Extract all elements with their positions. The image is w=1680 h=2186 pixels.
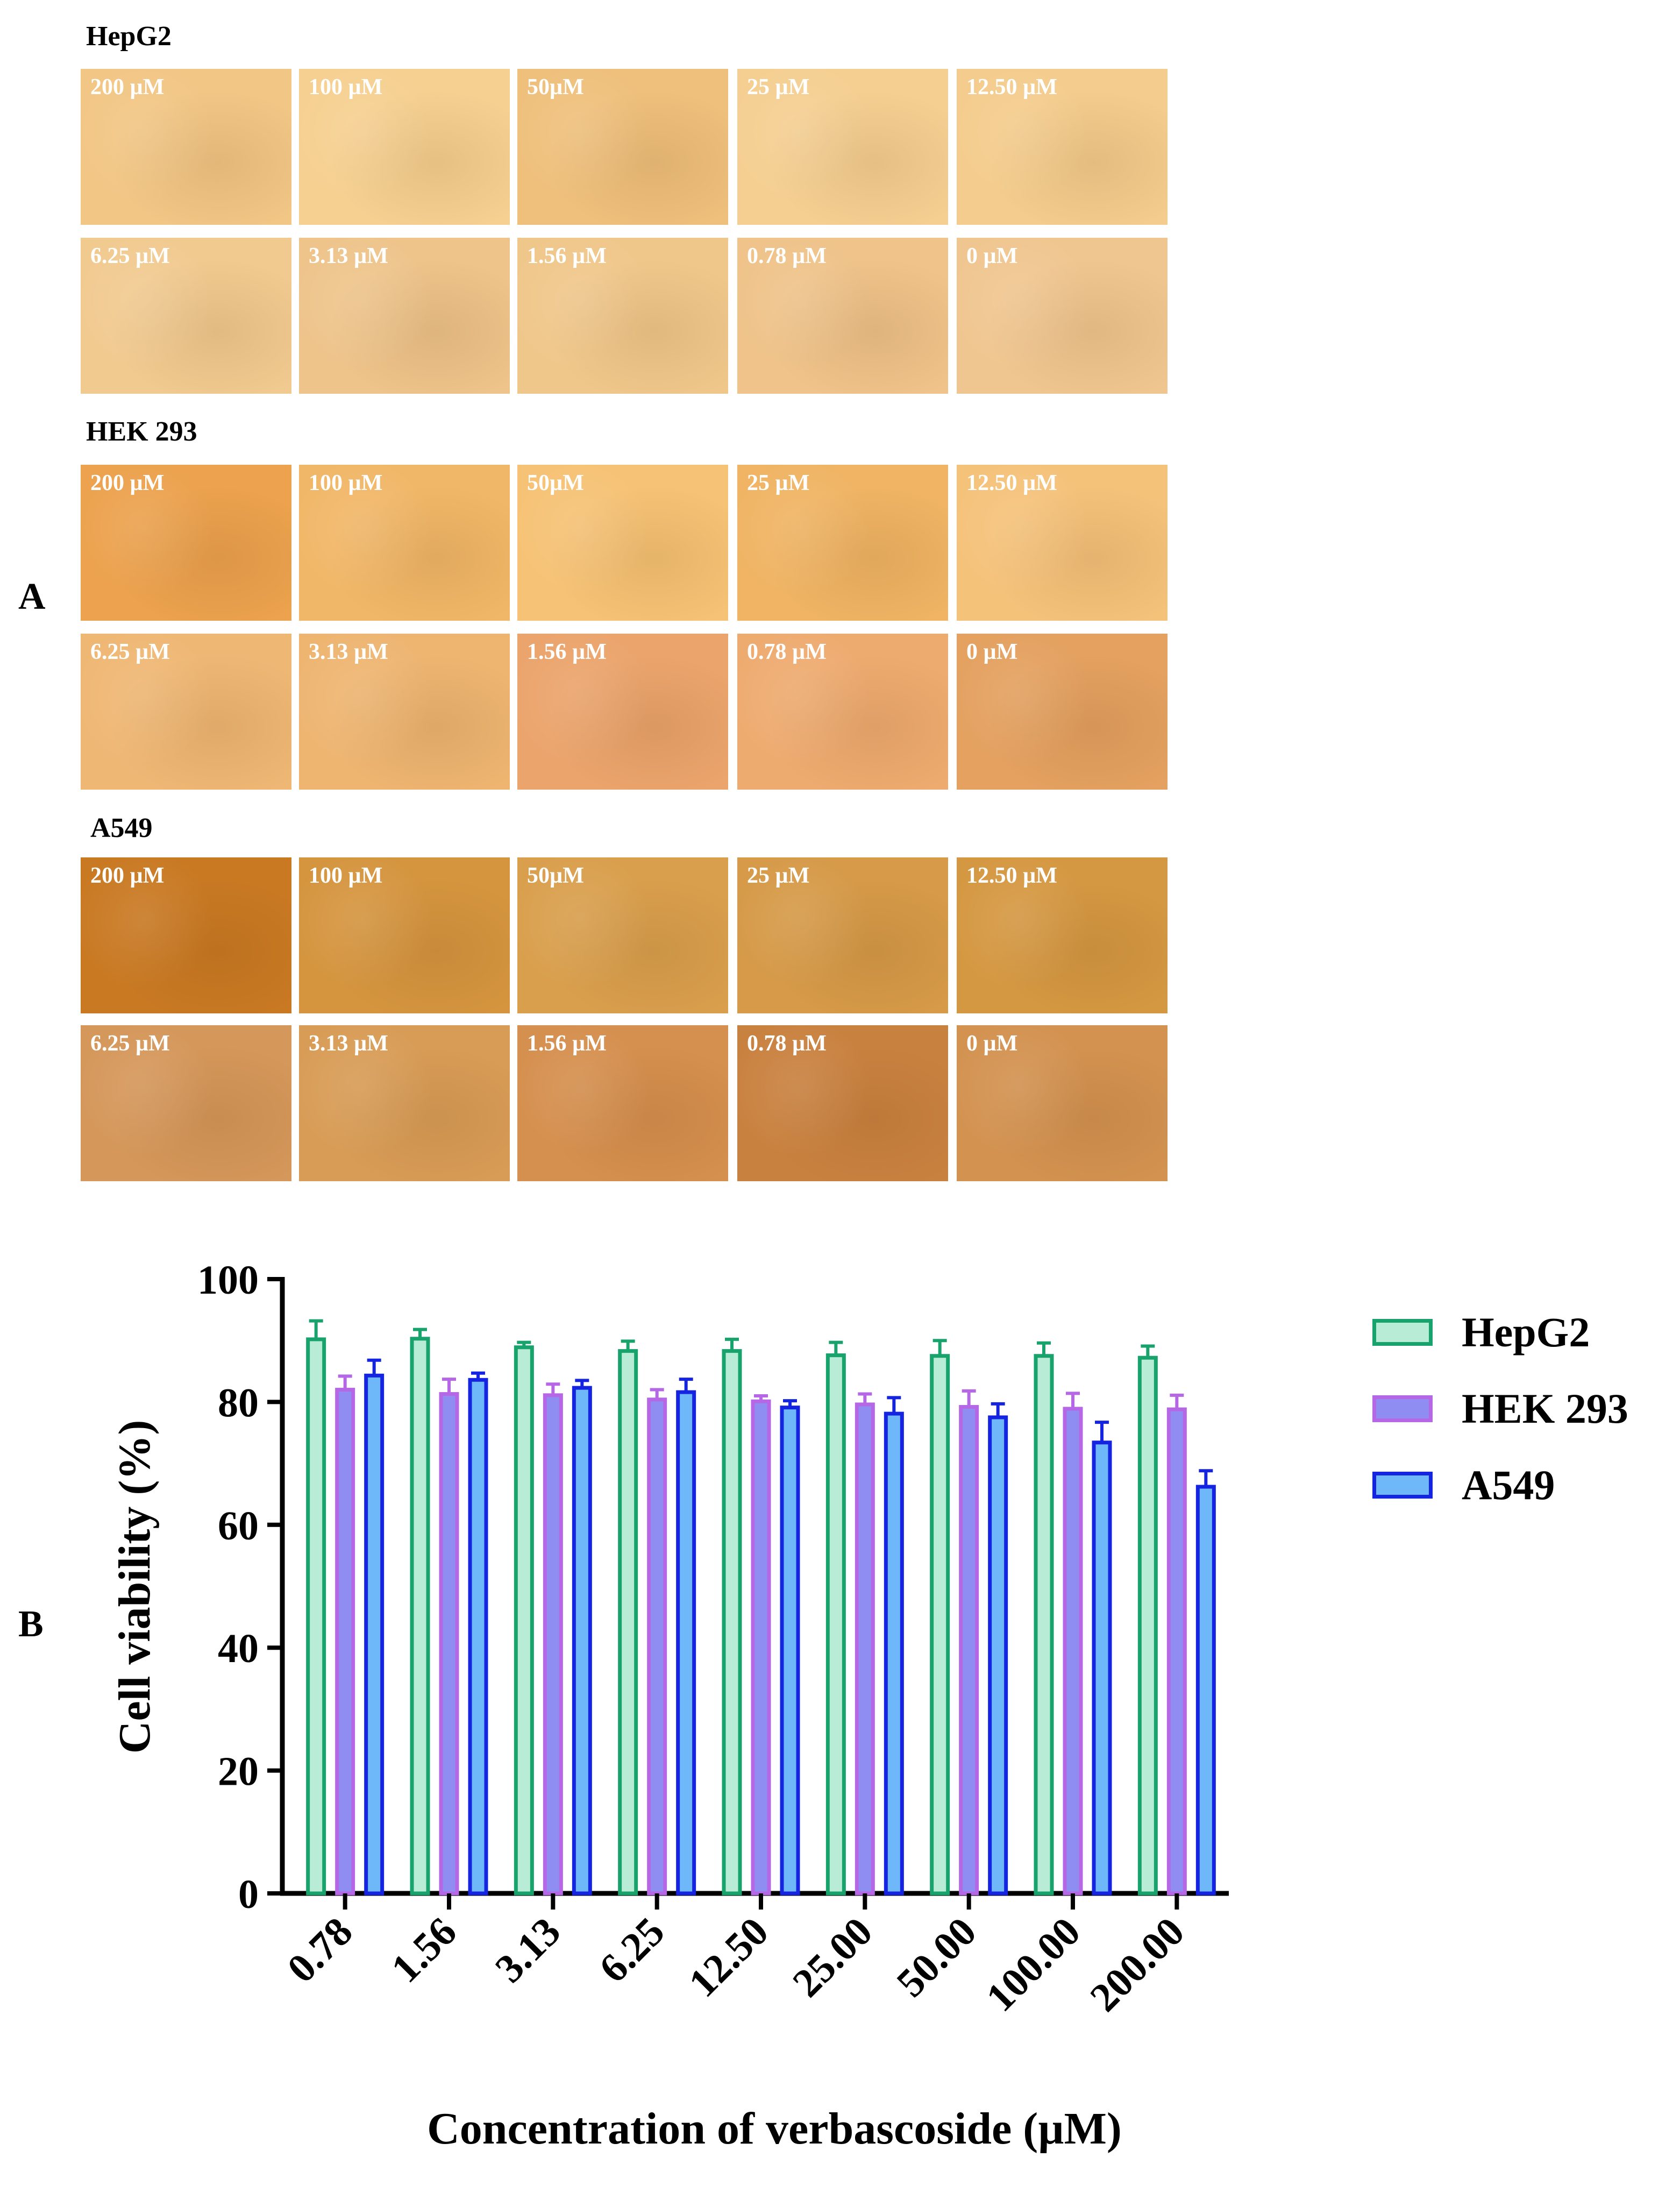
concentration-label: 3.13 µM [309, 244, 388, 268]
concentration-label: 25 µM [747, 75, 810, 100]
bar-a549 [884, 1411, 904, 1896]
concentration-label: 25 µM [747, 471, 810, 495]
y-tick-label: 40 [218, 1626, 259, 1671]
concentration-label: 1.56 µM [527, 640, 607, 664]
bar-hek-293 [855, 1402, 875, 1896]
bar-hek-293 [1166, 1407, 1187, 1896]
bar-hepg2 [1034, 1354, 1054, 1896]
concentration-label: 6.25 µM [90, 244, 170, 268]
bar-hek-293 [543, 1393, 563, 1896]
y-tick-label: 0 [238, 1872, 259, 1917]
concentration-label: 100 µM [309, 471, 383, 495]
bar-hek-293 [439, 1392, 459, 1896]
panel-a-label: A [18, 576, 46, 618]
bar-hepg2 [1137, 1355, 1158, 1896]
legend-swatch [1372, 1395, 1433, 1422]
x-tick-label: 6.25 [590, 1909, 673, 1991]
panel-b-label: B [18, 1603, 44, 1645]
bar-a549 [468, 1378, 488, 1896]
concentration-label: 0.78 µM [747, 1031, 827, 1056]
concentration-label: 200 µM [90, 75, 165, 100]
legend-label: HepG2 [1462, 1309, 1590, 1355]
y-tick-label: 60 [218, 1503, 259, 1549]
legend-item: HepG2 [1372, 1308, 1590, 1357]
legend-item: HEK 293 [1372, 1385, 1628, 1433]
concentration-label: 6.25 µM [90, 640, 170, 664]
y-tick-label: 80 [218, 1380, 259, 1425]
concentration-label: 12.50 µM [966, 75, 1057, 100]
bar-hepg2 [306, 1337, 326, 1896]
concentration-label: 0.78 µM [747, 244, 827, 268]
y-tick-label: 20 [218, 1749, 259, 1794]
bar-a549 [1092, 1440, 1112, 1896]
bar-hepg2 [722, 1349, 742, 1896]
concentration-label: 12.50 µM [966, 471, 1057, 495]
bar-hepg2 [618, 1349, 638, 1896]
group-title-hek-293: HEK 293 [86, 416, 197, 447]
x-axis-title: Concentration of verbascoside (µM) [427, 2104, 1122, 2154]
legend-item: A549 [1372, 1461, 1555, 1509]
bar-hepg2 [930, 1354, 950, 1896]
concentration-label: 0 µM [966, 244, 1018, 268]
x-tick-label: 0.78 [279, 1909, 361, 1991]
concentration-label: 1.56 µM [527, 1031, 607, 1056]
bar-hepg2 [514, 1345, 534, 1896]
concentration-label: 0 µM [966, 640, 1018, 664]
concentration-label: 6.25 µM [90, 1031, 170, 1056]
concentration-label: 1.56 µM [527, 244, 607, 268]
legend-label: HEK 293 [1462, 1385, 1628, 1432]
bar-hek-293 [1063, 1407, 1083, 1896]
concentration-label: 50µM [527, 75, 584, 100]
group-title-a549: A549 [90, 813, 153, 843]
concentration-label: 3.13 µM [309, 1031, 388, 1056]
x-tick-label: 25.00 [784, 1909, 881, 2006]
group-title-hepg2: HepG2 [86, 21, 172, 52]
concentration-label: 3.13 µM [309, 640, 388, 664]
concentration-label: 0.78 µM [747, 640, 827, 664]
y-axis-title: Cell viability (%) [110, 1420, 160, 1754]
concentration-label: 50µM [527, 471, 584, 495]
bar-hek-293 [335, 1388, 355, 1896]
concentration-label: 25 µM [747, 863, 810, 888]
concentration-label: 200 µM [90, 471, 165, 495]
bar-a549 [364, 1373, 385, 1896]
bar-a549 [676, 1390, 696, 1896]
concentration-label: 50µM [527, 863, 584, 888]
x-tick-label: 1.56 [383, 1909, 465, 1991]
bar-a549 [780, 1406, 800, 1896]
micrograph-image: 0.78 µM [737, 1025, 948, 1181]
legend-label: A549 [1462, 1461, 1555, 1508]
bar-a549 [1195, 1485, 1216, 1896]
legend-swatch [1372, 1472, 1433, 1499]
x-tick-label: 200.00 [1081, 1909, 1193, 2020]
concentration-label: 200 µM [90, 863, 165, 888]
bar-hepg2 [410, 1337, 430, 1896]
x-tick-label: 12.50 [680, 1909, 777, 2006]
x-tick-label: 100.00 [978, 1909, 1089, 2020]
concentration-label: 100 µM [309, 863, 383, 888]
concentration-label: 0 µM [966, 1031, 1018, 1056]
legend-swatch [1372, 1319, 1433, 1346]
bar-hepg2 [825, 1353, 846, 1896]
bar-a549 [988, 1415, 1008, 1896]
bar-a549 [572, 1386, 592, 1896]
x-tick-label: 50.00 [888, 1909, 985, 2006]
bar-hek-293 [647, 1397, 667, 1896]
bar-hek-293 [959, 1405, 979, 1896]
concentration-label: 100 µM [309, 75, 383, 100]
y-tick-label: 100 [197, 1258, 259, 1303]
concentration-label: 12.50 µM [966, 863, 1057, 888]
x-tick-label: 3.13 [487, 1909, 569, 1991]
bar-hek-293 [751, 1399, 771, 1896]
